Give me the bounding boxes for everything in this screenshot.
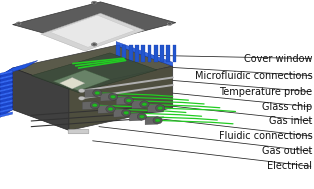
Polygon shape: [116, 45, 120, 62]
Text: Microfluidic connections: Microfluidic connections: [195, 71, 312, 81]
Text: Gas outlet: Gas outlet: [262, 146, 312, 156]
Circle shape: [155, 119, 160, 122]
Polygon shape: [116, 42, 173, 66]
Ellipse shape: [122, 109, 131, 116]
Circle shape: [16, 22, 22, 25]
Polygon shape: [114, 109, 126, 117]
Polygon shape: [100, 93, 113, 101]
Polygon shape: [148, 45, 151, 62]
Polygon shape: [132, 101, 144, 109]
Polygon shape: [69, 66, 173, 130]
Circle shape: [78, 89, 85, 93]
Ellipse shape: [137, 113, 147, 120]
Polygon shape: [166, 45, 170, 62]
Ellipse shape: [140, 101, 149, 108]
Polygon shape: [0, 87, 13, 92]
Circle shape: [18, 23, 20, 24]
Polygon shape: [145, 117, 158, 125]
Ellipse shape: [90, 102, 100, 109]
Polygon shape: [53, 70, 110, 91]
Circle shape: [167, 22, 172, 25]
Ellipse shape: [93, 89, 102, 97]
Polygon shape: [0, 91, 13, 96]
Polygon shape: [116, 97, 129, 105]
Ellipse shape: [153, 117, 162, 124]
Polygon shape: [129, 45, 133, 62]
Polygon shape: [13, 2, 176, 45]
FancyBboxPatch shape: [68, 129, 89, 134]
Polygon shape: [85, 89, 97, 97]
Polygon shape: [160, 45, 164, 62]
Circle shape: [93, 44, 95, 45]
Text: Temperature probe: Temperature probe: [219, 87, 312, 97]
Circle shape: [142, 103, 147, 106]
Polygon shape: [82, 101, 95, 110]
Polygon shape: [60, 77, 85, 89]
Circle shape: [93, 2, 95, 4]
Circle shape: [78, 96, 85, 100]
Polygon shape: [0, 99, 13, 105]
Polygon shape: [148, 104, 160, 112]
Polygon shape: [50, 15, 135, 47]
Polygon shape: [0, 74, 13, 80]
Polygon shape: [0, 68, 13, 117]
Circle shape: [91, 43, 97, 46]
Polygon shape: [135, 45, 139, 62]
Polygon shape: [129, 113, 142, 121]
Text: Glass chip: Glass chip: [262, 102, 312, 112]
Polygon shape: [154, 45, 158, 62]
Ellipse shape: [124, 97, 133, 104]
Text: Cover window: Cover window: [244, 54, 312, 64]
Circle shape: [124, 111, 129, 114]
Polygon shape: [31, 53, 157, 93]
Circle shape: [158, 107, 163, 110]
Circle shape: [91, 1, 97, 5]
Polygon shape: [0, 95, 13, 101]
Circle shape: [139, 115, 144, 118]
Polygon shape: [13, 45, 173, 89]
Polygon shape: [0, 104, 13, 109]
Polygon shape: [0, 60, 38, 76]
Ellipse shape: [108, 93, 118, 100]
Polygon shape: [0, 108, 13, 113]
Circle shape: [126, 99, 131, 102]
Circle shape: [95, 91, 100, 94]
Ellipse shape: [155, 105, 165, 112]
Polygon shape: [0, 112, 13, 117]
Circle shape: [168, 23, 171, 24]
Text: Electrical: Electrical: [268, 161, 312, 171]
Polygon shape: [0, 83, 13, 88]
Circle shape: [108, 108, 113, 111]
Ellipse shape: [106, 105, 115, 113]
Text: Gas inlet: Gas inlet: [269, 116, 312, 126]
Polygon shape: [141, 45, 145, 62]
Polygon shape: [122, 45, 126, 62]
Circle shape: [111, 95, 116, 98]
Polygon shape: [98, 105, 111, 113]
Circle shape: [92, 104, 97, 107]
Text: Fluidic connections: Fluidic connections: [219, 131, 312, 141]
Polygon shape: [0, 79, 13, 84]
Polygon shape: [13, 68, 69, 130]
Polygon shape: [173, 45, 176, 62]
Polygon shape: [41, 13, 144, 51]
Polygon shape: [0, 70, 13, 76]
